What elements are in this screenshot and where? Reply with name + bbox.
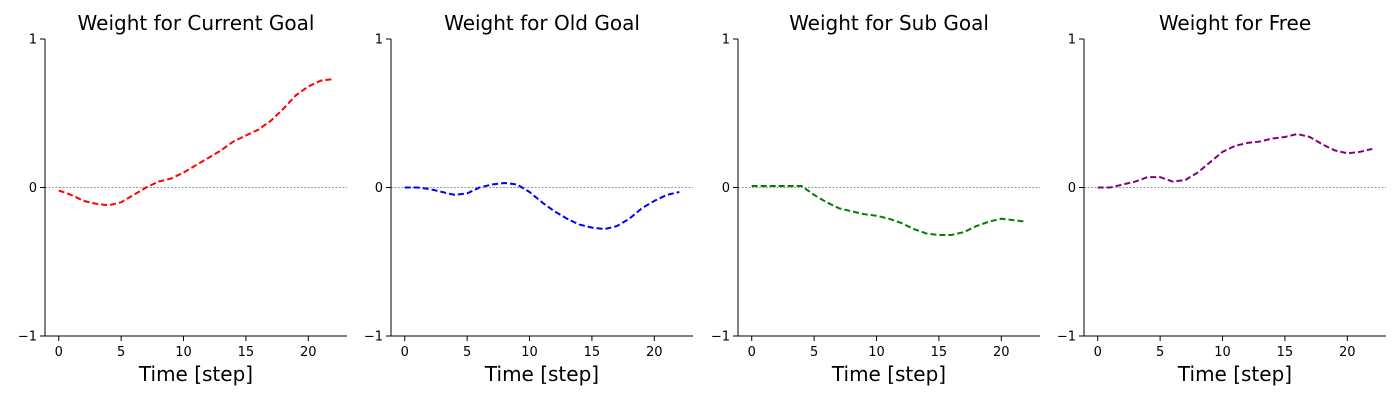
x-tick-label: 10 xyxy=(1214,345,1231,360)
x-tick-label: 15 xyxy=(584,345,601,360)
series-line xyxy=(751,185,1027,236)
y-tick-label: 1 xyxy=(375,33,383,48)
chart-title: Weight for Sub Goal xyxy=(789,11,989,35)
x-axis-label: Time [step] xyxy=(1177,362,1292,386)
x-tick-label: 20 xyxy=(646,345,663,360)
chart-title: Weight for Current Goal xyxy=(78,11,315,35)
x-tick-label: 5 xyxy=(1156,345,1164,360)
x-tick-label: 10 xyxy=(868,345,885,360)
x-tick-label: 20 xyxy=(993,345,1010,360)
x-tick-label: 0 xyxy=(748,345,756,360)
y-tick-label: −1 xyxy=(18,330,37,345)
x-tick-label: 20 xyxy=(300,345,317,360)
y-tick-label: 1 xyxy=(29,33,37,48)
y-tick-label: −1 xyxy=(711,330,730,345)
series-line xyxy=(404,181,680,231)
x-tick-label: 15 xyxy=(1277,345,1294,360)
chart-title: Weight for Free xyxy=(1159,11,1311,35)
y-tick-label: 0 xyxy=(722,181,730,196)
x-tick-label: 5 xyxy=(810,345,818,360)
x-tick-label: 10 xyxy=(175,345,192,360)
x-axis-label: Time [step] xyxy=(831,362,946,386)
x-tick-label: 5 xyxy=(117,345,125,360)
series-line xyxy=(1097,132,1373,189)
y-tick-label: −1 xyxy=(364,330,383,345)
y-tick-label: 1 xyxy=(722,33,730,48)
y-tick-label: 1 xyxy=(1068,33,1076,48)
y-tick-label: 0 xyxy=(1068,181,1076,196)
x-tick-label: 0 xyxy=(401,345,409,360)
x-tick-label: 5 xyxy=(463,345,471,360)
x-axis-label: Time [step] xyxy=(484,362,599,386)
x-tick-label: 15 xyxy=(238,345,255,360)
x-tick-label: 0 xyxy=(55,345,63,360)
y-tick-label: 0 xyxy=(375,181,383,196)
y-tick-label: −1 xyxy=(1057,330,1076,345)
series-line xyxy=(58,78,334,207)
x-tick-label: 10 xyxy=(521,345,538,360)
x-tick-label: 15 xyxy=(931,345,948,360)
x-axis-label: Time [step] xyxy=(138,362,253,386)
y-tick-label: 0 xyxy=(29,181,37,196)
chart-title: Weight for Old Goal xyxy=(444,11,640,35)
x-tick-label: 20 xyxy=(1339,345,1356,360)
x-tick-label: 0 xyxy=(1094,345,1102,360)
